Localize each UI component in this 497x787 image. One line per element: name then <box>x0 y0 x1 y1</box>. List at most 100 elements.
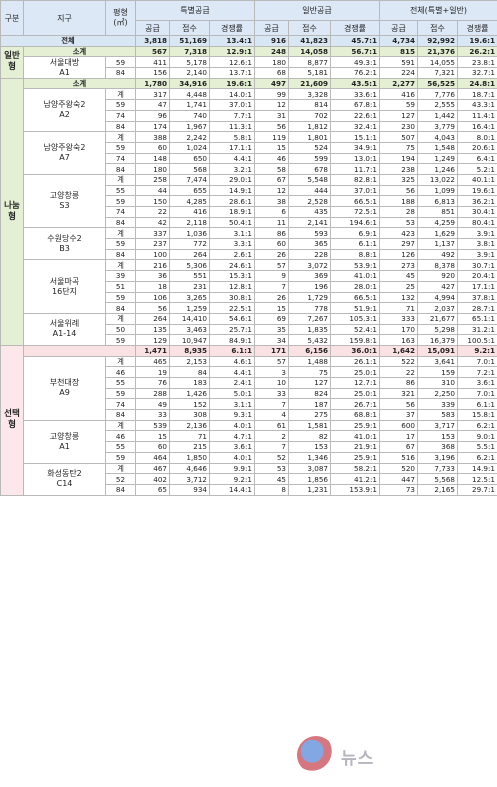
table-row: 51 18 231 12.8:1 7 196 28.0:1 25 427 17.1:1 <box>1 280 497 293</box>
row-special-apply: 1,850 <box>169 451 210 464</box>
row-special-ratio: 24.6:1 <box>209 259 255 272</box>
row-special-apply: 183 <box>169 377 210 389</box>
row-general-apply: 153 <box>288 441 331 453</box>
row-general-ratio: 153.9:1 <box>330 483 380 496</box>
area-cell: 84 <box>105 163 136 175</box>
area-cell: 84 <box>105 248 136 261</box>
row-general-ratio: 66.5:1 <box>330 291 380 304</box>
header-total-supply: 전체(특별+일반) <box>379 0 497 21</box>
row-special-supply: 60 <box>135 141 170 154</box>
row-general-apply: 369 <box>288 270 331 282</box>
row-special-apply: 2,136 <box>169 419 210 432</box>
row-general-ratio: 25.9:1 <box>330 419 380 432</box>
row-all-apply: 1,099 <box>417 184 458 197</box>
subtotal-special-apply: 7,318 <box>169 45 210 58</box>
table-row: 74 148 650 4.4:1 46 599 13.0:1 194 1,249 6.4:1 <box>1 152 497 165</box>
row-all-apply: 5,568 <box>417 473 458 485</box>
table-row: 고양창릉 S3 계 258 7,474 29.0:1 67 5,548 82.8:1 325 13… <box>1 173 497 229</box>
row-general-ratio: 159.8:1 <box>330 334 380 346</box>
table-row: 59 288 1,426 5.0:1 33 824 25.0:1 321 2,250 7.0:1 <box>1 387 497 400</box>
total-special-apply: 51,169 <box>169 35 210 47</box>
header-complex: 지구 <box>23 0 106 36</box>
row-general-ratio: 34.9:1 <box>330 141 380 154</box>
subtotal-general-supply: 171 <box>254 344 289 357</box>
row-general-supply: 6 <box>254 206 289 218</box>
row-all-supply: 591 <box>379 56 418 69</box>
row-general-apply: 1,488 <box>288 355 331 368</box>
row-general-supply: 180 <box>254 56 289 69</box>
subtotal-all-ratio: 26.2:1 <box>457 45 497 58</box>
area-cell: 59 <box>105 56 136 69</box>
row-general-apply: 678 <box>288 163 331 175</box>
area-cell: 59 <box>105 451 136 464</box>
row-general-ratio: 58.2:1 <box>330 462 380 475</box>
row-special-apply: 568 <box>169 163 210 175</box>
row-all-apply: 8,378 <box>417 259 458 272</box>
row-all-supply: 273 <box>379 259 418 272</box>
row-special-apply: 1,036 <box>169 227 210 240</box>
row-all-apply: 339 <box>417 398 458 411</box>
complex-name: 화성동탄2 C14 <box>23 462 106 496</box>
row-all-supply: 333 <box>379 312 418 325</box>
row-all-supply: 520 <box>379 462 418 475</box>
row-general-ratio: 41.2:1 <box>330 473 380 485</box>
row-general-apply: 228 <box>288 248 331 261</box>
row-all-supply: 423 <box>379 227 418 240</box>
row-special-supply: 36 <box>135 270 170 282</box>
row-all-apply: 5,298 <box>417 323 458 336</box>
row-all-ratio: 20.4:1 <box>457 270 497 282</box>
row-general-supply: 57 <box>254 355 289 368</box>
area-cell: 51 <box>105 280 136 293</box>
complex-name: 고양창릉 A1 <box>23 419 106 464</box>
subtotal-general-ratio: 43.5:1 <box>330 77 380 90</box>
complex-name: 서울마곡 16단지 <box>23 259 106 314</box>
row-special-ratio: 18.9:1 <box>209 206 255 218</box>
row-all-ratio: 30.7:1 <box>457 259 497 272</box>
row-general-supply: 69 <box>254 312 289 325</box>
row-general-supply: 15 <box>254 141 289 154</box>
row-all-ratio: 12.5:1 <box>457 473 497 485</box>
row-general-apply: 365 <box>288 238 331 250</box>
table-row: 부천대장 A9 계 465 2,153 4.6:1 57 1,488 26.1:1 522 3,6… <box>1 355 497 421</box>
row-general-apply: 5,181 <box>288 67 331 79</box>
row-general-supply: 119 <box>254 131 289 143</box>
area-cell: 39 <box>105 270 136 282</box>
row-general-apply: 127 <box>288 377 331 389</box>
row-special-apply: 772 <box>169 238 210 250</box>
row-all-ratio: 20.6:1 <box>457 141 497 154</box>
row-all-supply: 507 <box>379 131 418 143</box>
row-special-supply: 47 <box>135 99 170 111</box>
area-cell: 계 <box>105 462 136 475</box>
row-all-apply: 920 <box>417 270 458 282</box>
row-special-supply: 100 <box>135 248 170 261</box>
row-general-supply: 52 <box>254 451 289 464</box>
row-general-supply: 68 <box>254 67 289 79</box>
row-all-ratio: 3.8:1 <box>457 238 497 250</box>
row-special-ratio: 3.2:1 <box>209 163 255 175</box>
subtotal-special-supply: 1,471 <box>135 344 170 357</box>
row-all-supply: 73 <box>379 483 418 496</box>
header-all-supply-count: 공급 <box>379 20 418 36</box>
subtotal-row: 나눔 형 소계 1,780 34,916 19.6:1 497 21,609 43.5:1 2,… <box>0 77 497 346</box>
row-general-apply: 1,812 <box>288 120 331 133</box>
row-general-supply: 33 <box>254 387 289 400</box>
total-all-supply: 4,734 <box>379 35 418 47</box>
row-special-supply: 237 <box>135 238 170 250</box>
row-all-apply: 583 <box>417 409 458 421</box>
row-all-supply: 416 <box>379 88 418 101</box>
area-cell: 계 <box>105 227 136 240</box>
row-special-supply: 60 <box>135 441 170 453</box>
area-cell: 46 <box>105 430 136 443</box>
table-body: 전체 3,818 51,169 13.4:1 916 41,823 45.7:1… <box>0 35 497 496</box>
row-general-apply: 1,581 <box>288 419 331 432</box>
row-special-apply: 2,153 <box>169 355 210 368</box>
row-special-apply: 934 <box>169 483 210 496</box>
row-all-ratio: 30.4:1 <box>457 206 497 218</box>
table-row: 46 15 71 4.7:1 2 82 41.0:1 17 153 9.0:1 <box>1 430 497 443</box>
row-general-apply: 435 <box>288 206 331 218</box>
table-row: 84 56 1,259 22.5:1 15 778 51.9:1 71 2,037 28.7:1 <box>1 302 497 314</box>
competition-rate-table: 구분 지구 평형 (㎡) 특별공급 일반공급 전체(특별+일반) 공급 접수 경… <box>0 0 497 496</box>
row-all-supply: 230 <box>379 120 418 133</box>
table-row: 화성동탄2 C14 계 467 4,646 9.9:1 53 3,087 58.2:1 520 7… <box>1 462 497 496</box>
row-general-supply: 31 <box>254 109 289 122</box>
